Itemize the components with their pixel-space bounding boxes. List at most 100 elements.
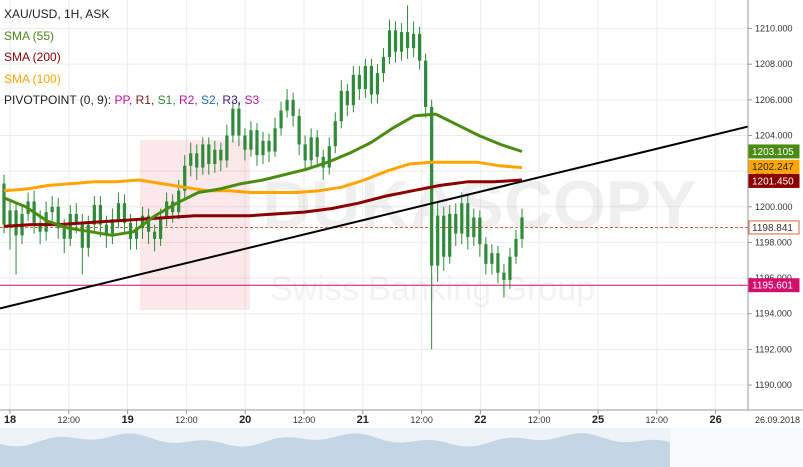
legend-pivot-s1: S1, — [157, 93, 176, 107]
y-tick-label: 1206.000 — [755, 95, 793, 105]
legend-sma100[interactable]: SMA (100) — [4, 71, 61, 86]
candle-body — [86, 224, 90, 248]
y-tick-label: 1192.000 — [755, 344, 792, 354]
candle-body — [122, 203, 127, 223]
candle-body — [80, 222, 84, 248]
candle-body — [436, 215, 440, 266]
candle-body — [237, 108, 241, 136]
sma55-line — [3, 112, 523, 237]
tag-sma55: 1203.105 — [752, 147, 794, 158]
tag-current-price-bg — [748, 220, 800, 235]
candle-body — [291, 99, 295, 116]
candle-body — [68, 213, 72, 239]
candle-body — [56, 206, 60, 229]
candle-body — [219, 149, 223, 161]
candle-body — [98, 205, 102, 225]
tag-sma200: 1201.450 — [752, 176, 794, 187]
candle-body — [309, 137, 313, 161]
candle-body — [315, 137, 319, 157]
x-tick-label: 12:00 — [175, 415, 198, 425]
candle-body — [14, 210, 18, 236]
candle-body — [466, 203, 470, 238]
candle-body — [454, 213, 458, 234]
candle-body — [225, 135, 229, 161]
candle-body — [62, 228, 66, 239]
candle-body — [333, 121, 337, 147]
sma200-line — [3, 178, 523, 228]
price-tags: 1203.105 1202.247 1201.450 1198.841 1195.601 — [748, 144, 800, 293]
x-tick-label: 25 — [592, 414, 604, 426]
candle-body — [38, 222, 42, 232]
candle-body — [339, 90, 343, 122]
navigator-strip[interactable] — [0, 428, 803, 467]
navigator-window[interactable] — [670, 428, 803, 467]
tag-pivot-bg — [748, 278, 800, 293]
legend-pivotpoint[interactable]: PIVOTPOINT (0, 9): PP, R1, S1, R2, S2, R… — [4, 90, 259, 112]
legend-sma55[interactable]: SMA (55) — [4, 28, 55, 43]
watermark-logo: DUKASCOPY Swiss Banking Group — [140, 140, 697, 310]
candle-body — [110, 219, 115, 234]
time-axis[interactable]: 18 12:00 19 12:00 20 12:00 21 12:00 22 12:00 25 12:… — [4, 410, 800, 426]
trendline[interactable] — [0, 125, 749, 310]
y-tick-label: 1198.000 — [755, 237, 792, 247]
x-tick-label: 12:00 — [293, 415, 316, 425]
candle-body — [472, 217, 476, 238]
candle-body — [243, 135, 247, 150]
x-tick-label: 12:00 — [528, 415, 551, 425]
candle-body — [261, 140, 265, 156]
candle-body — [195, 153, 199, 168]
chart-legend: XAU/USD, 1H, ASK SMA (55) SMA (200) SMA … — [4, 4, 259, 112]
y-tick-label: 1208.000 — [755, 59, 793, 69]
candle-body — [116, 203, 121, 220]
candle-body — [405, 32, 410, 49]
candle-body — [345, 90, 349, 106]
x-tick-label: 22 — [474, 414, 486, 426]
candle-body — [411, 33, 416, 49]
candle-body — [213, 149, 217, 164]
sma-lines — [3, 112, 523, 237]
candle-body — [183, 165, 187, 191]
candle-body — [303, 144, 307, 161]
candle-body — [92, 205, 96, 225]
watermark-sub: Swiss Banking Group — [270, 270, 595, 308]
candlesticks — [2, 5, 524, 350]
x-tick-label: 12:00 — [58, 415, 81, 425]
tag-sma200-bg — [748, 173, 800, 188]
date-label: 26.09.2018 — [755, 415, 800, 425]
legend-pivot-s2: S2, — [201, 93, 220, 107]
candle-body — [152, 231, 157, 239]
x-tick-label: 26 — [709, 414, 721, 426]
legend-pivot-r1: R1, — [135, 93, 155, 107]
legend-pivot-s3: S3 — [244, 93, 260, 107]
y-tick-label: 1204.000 — [755, 130, 793, 140]
candle-body — [74, 213, 78, 223]
candle-body — [357, 74, 361, 90]
candle-body — [460, 203, 464, 234]
candle-body — [496, 253, 500, 273]
candle-body — [159, 217, 163, 239]
candle-body — [201, 144, 205, 168]
candle-body — [369, 65, 374, 95]
x-tick-label: 12:00 — [410, 415, 433, 425]
legend-pivot-label: PIVOTPOINT (0, 9): — [4, 93, 112, 107]
candle-body — [424, 60, 428, 107]
candle-body — [381, 57, 386, 74]
candle-body — [478, 217, 482, 245]
legend-sma200[interactable]: SMA (200) — [4, 50, 61, 64]
candle-body — [327, 146, 331, 168]
candle-body — [140, 215, 145, 229]
candle-body — [484, 244, 488, 264]
candle-body — [8, 210, 12, 225]
candle-body — [104, 224, 108, 234]
candle-body — [399, 32, 404, 52]
candle-body — [351, 74, 355, 106]
y-tick-label: 1194.000 — [755, 309, 792, 319]
candle-body — [520, 217, 524, 239]
tag-sma55-bg — [748, 144, 800, 159]
price-axis-bg — [748, 0, 803, 410]
candle-body — [255, 130, 259, 156]
candle-body — [146, 215, 151, 232]
candle-body — [297, 115, 301, 145]
